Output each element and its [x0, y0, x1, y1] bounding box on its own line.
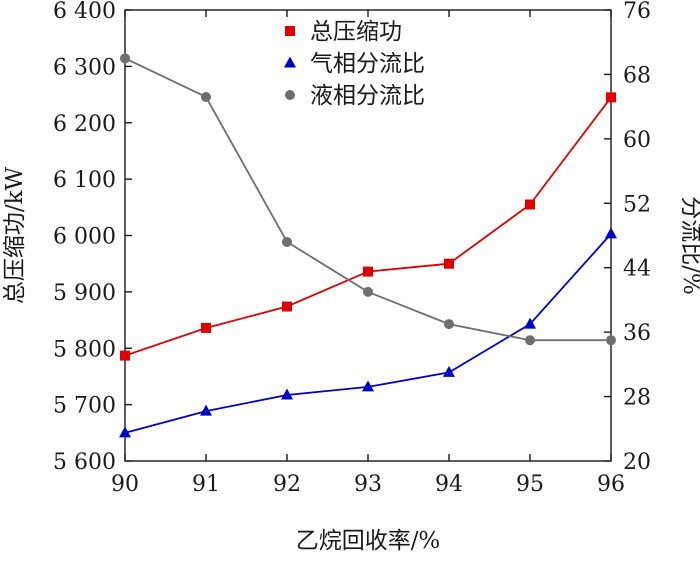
- y-right-tick-label: 36: [623, 321, 651, 346]
- series-2-point: [119, 426, 131, 438]
- legend-marker-2: [284, 56, 296, 68]
- series-1-point: [363, 266, 373, 277]
- series-2-point: [524, 317, 536, 329]
- series-1-point: [201, 322, 211, 333]
- series-1-point: [444, 258, 454, 269]
- y-left-tick-label: 6 200: [53, 112, 116, 137]
- series-3-point: [120, 53, 130, 64]
- series-3: [120, 53, 616, 346]
- x-tick-label: 95: [516, 472, 544, 497]
- legend-marker-1: [285, 26, 295, 36]
- y-left-tick-label: 5 900: [53, 281, 116, 306]
- series-1-point: [282, 301, 292, 312]
- series-3-point: [363, 286, 373, 297]
- series-2-point: [362, 380, 374, 392]
- y-left-tick-label: 6 000: [53, 225, 116, 250]
- y-right-tick-label: 28: [623, 386, 651, 411]
- y-right-tick-label: 60: [623, 128, 651, 153]
- y-left-tick-label: 5 800: [53, 337, 116, 362]
- legend-label-2: 气相分流比: [310, 51, 425, 77]
- x-tick-label: 92: [273, 472, 301, 497]
- series-1-point: [525, 199, 535, 210]
- y-left-tick-label: 6 100: [53, 168, 116, 193]
- x-tick-label: 91: [192, 472, 220, 497]
- x-tick-label: 93: [354, 472, 382, 497]
- series-3-point: [444, 319, 454, 330]
- y-left-tick-label: 6 400: [53, 0, 116, 24]
- y-right-tick-label: 20: [623, 450, 651, 475]
- y-right-tick-label: 76: [623, 0, 651, 24]
- y-left-tick-label: 5 700: [53, 394, 116, 419]
- y-left-tick-label: 5 600: [53, 450, 116, 475]
- legend-label-1: 总压缩功: [310, 19, 402, 45]
- x-tick-label: 96: [597, 472, 625, 497]
- y-right-tick-label: 44: [623, 257, 651, 282]
- series-1-point: [606, 92, 616, 103]
- ticks: 5 600 5 700 5 800 5 900 6 000 6 100 6 200 6 300…: [53, 0, 651, 497]
- series-2-point: [281, 388, 293, 400]
- series-2: [119, 227, 617, 438]
- series-2-line: [124, 233, 612, 434]
- series-3-point: [282, 236, 292, 247]
- series-2-point: [200, 404, 212, 416]
- legend-marker-3: [285, 90, 295, 100]
- series-3-point: [525, 335, 535, 346]
- series-1-point: [120, 350, 130, 361]
- y-axis-left-label: 总压缩功/kW: [2, 166, 28, 304]
- y-axis-right-label: 分流比/%: [678, 196, 700, 295]
- plot-frame: [124, 9, 612, 462]
- x-axis-label: 乙烷回收率/%: [296, 528, 441, 554]
- y-left-tick-label: 6 300: [53, 55, 116, 80]
- y-right-tick-label: 52: [623, 192, 651, 217]
- series-2-point: [605, 227, 617, 239]
- series-2-point: [443, 365, 455, 377]
- legend-label-3: 液相分流比: [310, 83, 425, 109]
- series-3-point: [201, 91, 211, 102]
- series-1-line: [124, 96, 612, 357]
- series-1: [120, 92, 616, 361]
- y-right-tick-label: 68: [623, 63, 651, 88]
- x-tick-label: 94: [435, 472, 463, 497]
- series-layer: [119, 53, 617, 438]
- series-3-point: [606, 335, 616, 346]
- x-tick-label: 90: [111, 472, 139, 497]
- plot-border: [124, 9, 612, 462]
